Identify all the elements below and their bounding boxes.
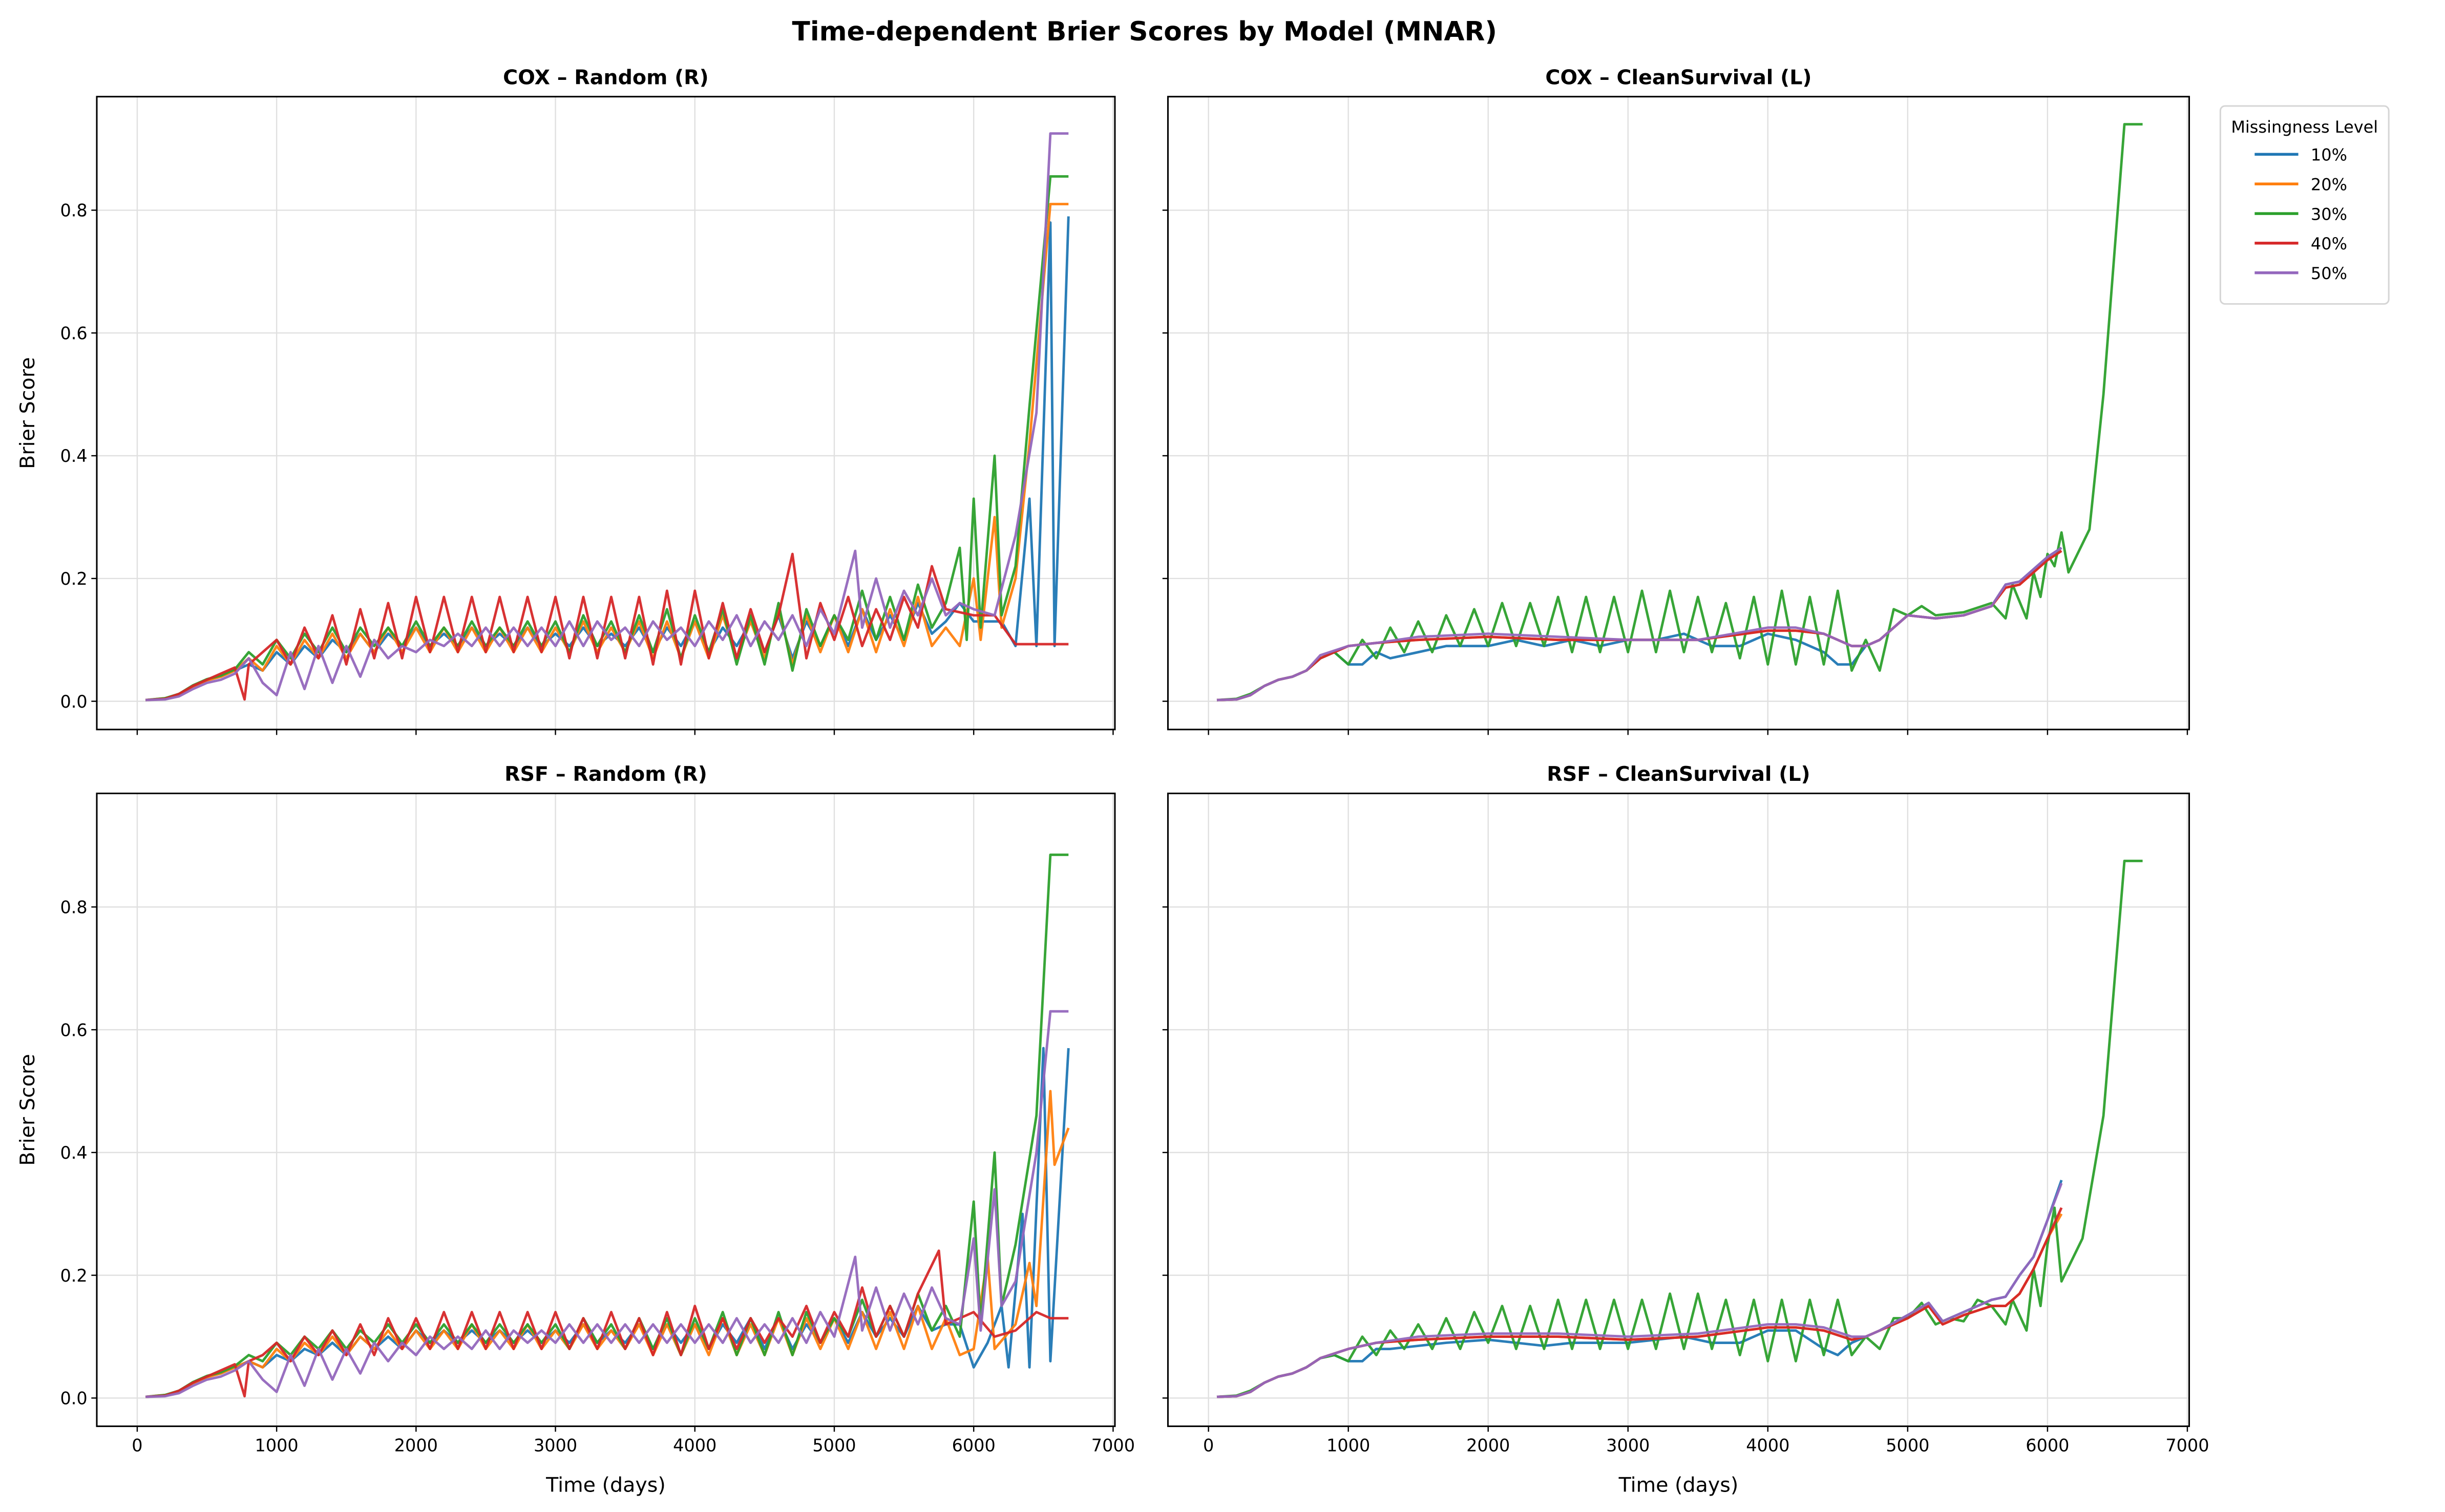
legend-label: 30% xyxy=(2311,204,2347,224)
subplots: 0.0 0.2 0.4 0.6 0.8 COX – Random (R) Brier Sco… xyxy=(16,66,2209,1497)
y-axis-label: Brier Score xyxy=(16,1054,39,1165)
y-tick-label: 0.4 xyxy=(60,446,87,466)
figure-title: Time-dependent Brier Scores by Model (MN… xyxy=(792,16,1497,47)
x-tick-label: 4000 xyxy=(673,1435,716,1455)
subplot-2: COX – CleanSurvival (L) xyxy=(1162,66,2190,735)
x-tick-label: 4000 xyxy=(1746,1435,1789,1455)
subplot-3: 0 1000 2000 3000 4000 5000 6000 7000 0.0 0.2 0.4 0.… xyxy=(16,762,1135,1497)
y-tick-label: 0.8 xyxy=(60,201,87,221)
x-tick-label: 5000 xyxy=(812,1435,856,1455)
legend-label: 20% xyxy=(2311,175,2347,194)
y-tick-label: 0.6 xyxy=(60,1020,87,1040)
x-tick-label: 7000 xyxy=(2165,1435,2209,1455)
x-tick-label: 2000 xyxy=(1466,1435,1510,1455)
y-tick-label: 0.2 xyxy=(60,1266,87,1286)
y-tick-label: 0.6 xyxy=(60,323,87,343)
legend-label: 10% xyxy=(2311,145,2347,165)
y-tick-label: 0.0 xyxy=(60,1389,87,1409)
y-tick-label: 0.8 xyxy=(60,898,87,918)
y-axis-label: Brier Score xyxy=(16,357,39,469)
legend-label: 50% xyxy=(2311,264,2347,283)
axes-frame xyxy=(1167,96,2190,731)
subplot-title: RSF – CleanSurvival (L) xyxy=(1547,762,1810,786)
series-line-30pct xyxy=(1216,860,2143,1398)
x-tick-label: 0 xyxy=(1203,1435,1214,1455)
x-tick-label: 3000 xyxy=(534,1435,577,1455)
series-line-20pct xyxy=(145,1090,1070,1398)
x-axis-label: Time (days) xyxy=(1618,1473,1739,1497)
x-tick-label: 6000 xyxy=(2026,1435,2069,1455)
y-tick-label: 0.2 xyxy=(60,569,87,589)
y-tick-label: 0.4 xyxy=(60,1143,87,1163)
x-tick-label: 3000 xyxy=(1606,1435,1650,1455)
x-tick-label: 2000 xyxy=(394,1435,438,1455)
series-line-30pct xyxy=(145,175,1069,701)
x-tick-label: 6000 xyxy=(952,1435,996,1455)
subplot-title: COX – Random (R) xyxy=(503,66,709,89)
x-tick-label: 1000 xyxy=(255,1435,299,1455)
series-line-50pct xyxy=(145,132,1069,701)
subplot-title: COX – CleanSurvival (L) xyxy=(1545,66,1811,89)
subplot-4: 0 1000 2000 3000 4000 5000 6000 7000 RSF – Clean… xyxy=(1162,762,2209,1497)
series-line-50pct xyxy=(145,1010,1069,1398)
legend-title: Missingness Level xyxy=(2231,117,2378,137)
series-line-20pct xyxy=(145,203,1069,701)
legend-label: 40% xyxy=(2311,234,2347,253)
x-axis-label: Time (days) xyxy=(545,1473,666,1497)
x-tick-label: 1000 xyxy=(1326,1435,1370,1455)
x-tick-label: 5000 xyxy=(1886,1435,1929,1455)
x-tick-label: 0 xyxy=(132,1435,142,1455)
series-line-30pct xyxy=(1216,123,2143,701)
series-line-40pct xyxy=(145,552,1069,701)
axes-frame xyxy=(96,96,1116,731)
axes-frame xyxy=(1167,793,2190,1428)
subplot-title: RSF – Random (R) xyxy=(504,762,707,786)
subplot-1: 0.0 0.2 0.4 0.6 0.8 COX – Random (R) Brier Sco… xyxy=(16,66,1116,735)
series-line-50pct xyxy=(1216,546,2062,701)
axes-frame xyxy=(96,793,1116,1428)
x-tick-label: 7000 xyxy=(1091,1435,1135,1455)
legend: Missingness Level 10% 20% 30% 40% 50% xyxy=(2219,105,2390,305)
series-line-40pct xyxy=(145,1249,1069,1398)
series-line-50pct xyxy=(1216,1182,2063,1398)
y-tick-label: 0.0 xyxy=(60,692,87,712)
